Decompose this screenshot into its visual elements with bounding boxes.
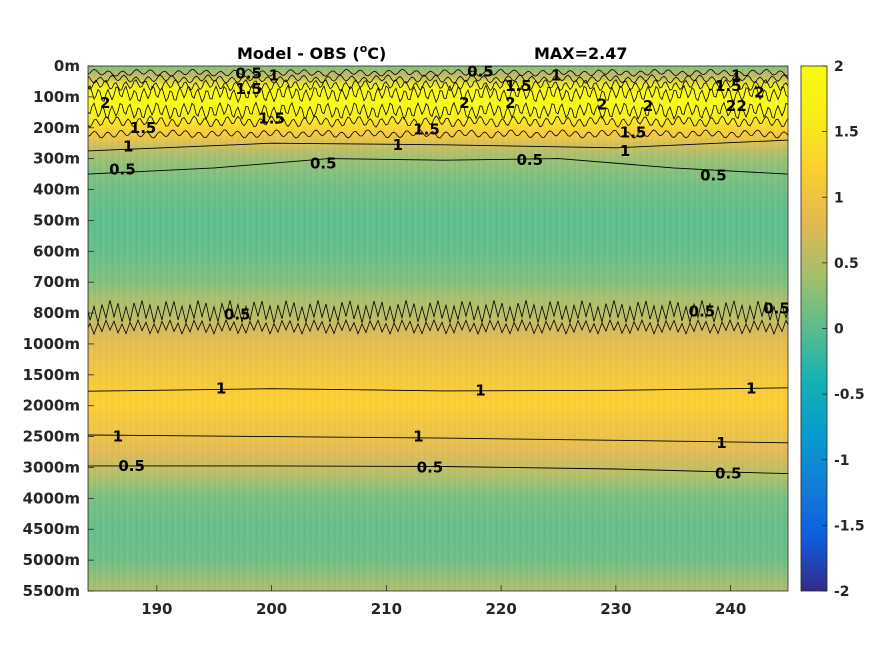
y-tick-label: 1000m: [23, 335, 80, 353]
colorbar-tick-label: 2: [834, 59, 844, 75]
y-tick-label: 5500m: [23, 582, 80, 600]
contour-label: 2: [459, 94, 469, 112]
colorbar-tick-label: -0.5: [834, 387, 865, 403]
contour-label: 0.5: [310, 154, 337, 172]
colorbar-tick-label: 0.5: [834, 256, 859, 272]
contour-label: 1: [475, 381, 485, 399]
contour-label: 0.5: [715, 465, 742, 483]
contour-label: 1.5: [235, 80, 262, 98]
contour-label: 0.5: [118, 457, 145, 475]
contour-label: 1: [620, 142, 630, 160]
contour-label: 0.5: [417, 458, 444, 476]
contour-label: 0.5: [467, 63, 494, 81]
contour-label: 22: [726, 97, 747, 115]
y-tick-label: 700m: [33, 273, 80, 291]
contour-label: 0.5: [109, 160, 136, 178]
y-tick-label: 300m: [33, 150, 80, 168]
contour-line: [87, 79, 789, 92]
x-tick-label: 190: [141, 600, 172, 618]
colorbar-tick-label: 1: [834, 190, 844, 206]
y-tick-label: 400m: [33, 181, 80, 199]
contour-label: 2: [505, 94, 515, 112]
contour-label: 2: [100, 94, 110, 112]
y-tick-label: 3000m: [23, 458, 80, 476]
plot-frame: [87, 65, 789, 592]
y-tick-label: 600m: [33, 242, 80, 260]
colorbar-tick-label: -2: [834, 584, 850, 600]
colorbar-tick-label: -1: [834, 453, 850, 469]
contour-line: [87, 68, 789, 77]
x-tick-label: 210: [371, 600, 402, 618]
contour-line: [87, 129, 789, 139]
contour-line: [87, 139, 789, 152]
x-tick-label: 240: [715, 600, 746, 618]
contour-label: 1: [269, 66, 279, 84]
contour-lines: [87, 68, 789, 475]
contour-label: 0.5: [224, 306, 251, 324]
contour-line: [88, 465, 789, 475]
contour-label: 1: [216, 380, 226, 398]
y-tick-label: 200m: [33, 119, 80, 137]
x-tick-label: 220: [485, 600, 516, 618]
max-value-label: MAX=2.47: [534, 44, 628, 63]
colorbar-tick-label: 1.5: [834, 125, 859, 141]
contour-label: 1: [413, 428, 423, 446]
contour-label: 1.5: [715, 77, 742, 95]
contour-line: [87, 434, 789, 444]
contour-label: 2: [643, 97, 653, 115]
contour-label: 1: [731, 66, 741, 84]
contour-line: [87, 101, 789, 121]
contour-line: [87, 84, 789, 104]
contour-line: [87, 300, 789, 323]
contour-line: [87, 74, 789, 84]
y-tick-label: 2000m: [23, 397, 80, 415]
colorbar-tick-label: 0: [834, 322, 844, 338]
contour-label: 0.5: [517, 151, 544, 169]
y-axis-depth-ticks: 0m 100m 200m 300m 400m 500m 600m 700m 800m 1000m 1…: [23, 57, 94, 600]
y-tick-label: 100m: [33, 88, 80, 106]
contour-label: 0.5: [763, 299, 790, 317]
contour-label: 0.5: [235, 65, 262, 83]
x-axis-ticks: 190 200 210 220 230 240: [141, 585, 746, 618]
colorbar: 2 1.5 1 0.5 0 -0.5 -1 -1.5 -2: [800, 59, 865, 600]
contour-label: 1.5: [258, 110, 285, 128]
contour-label: 1: [123, 137, 133, 155]
contour-label: 1.5: [130, 119, 157, 137]
y-tick-label: 1500m: [23, 366, 80, 384]
contour-label: 1: [113, 428, 123, 446]
contour-label: 2: [754, 83, 764, 101]
y-tick-label: 0m: [54, 57, 80, 75]
contour-line: [87, 115, 789, 128]
contour-label: 1.5: [413, 120, 440, 138]
contour-label: 1: [746, 380, 756, 398]
contour-line: [87, 387, 789, 392]
contour-label: 1.5: [620, 123, 647, 141]
contour-label: 2: [597, 96, 607, 114]
contour-label: 1.5: [505, 77, 532, 95]
contour-line: [87, 318, 789, 336]
colorbar-tick-label: -1.5: [834, 518, 865, 534]
contour-label: 1: [716, 434, 726, 452]
x-tick-label: 230: [600, 600, 631, 618]
contour-label: 0.5: [689, 303, 716, 321]
y-tick-label: 5000m: [23, 551, 80, 569]
y-tick-label: 500m: [33, 211, 80, 229]
contour-label: 1: [551, 66, 561, 84]
y-tick-label: 4500m: [23, 520, 80, 538]
chart-title: Model - OBS (oC): [237, 42, 386, 63]
y-tick-label: 800m: [33, 304, 80, 322]
y-tick-label: 4000m: [23, 489, 80, 507]
contour-label: 1: [393, 136, 403, 154]
contour-line: [87, 158, 789, 175]
colorbar-ticks: 2 1.5 1 0.5 0 -0.5 -1 -1.5 -2: [822, 59, 865, 600]
y-tick-label: 2500m: [23, 428, 80, 446]
x-tick-label: 200: [256, 600, 287, 618]
contour-label: 0.5: [700, 167, 727, 185]
